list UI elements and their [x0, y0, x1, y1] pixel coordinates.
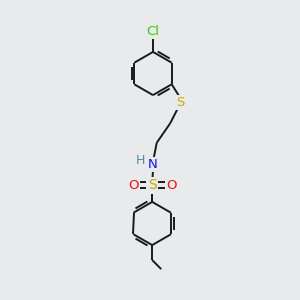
Text: O: O [128, 179, 138, 192]
Text: S: S [148, 178, 157, 192]
Text: O: O [166, 179, 177, 192]
Text: S: S [176, 96, 185, 109]
Text: Cl: Cl [146, 25, 160, 38]
Text: H: H [136, 154, 145, 167]
Text: N: N [148, 158, 158, 171]
